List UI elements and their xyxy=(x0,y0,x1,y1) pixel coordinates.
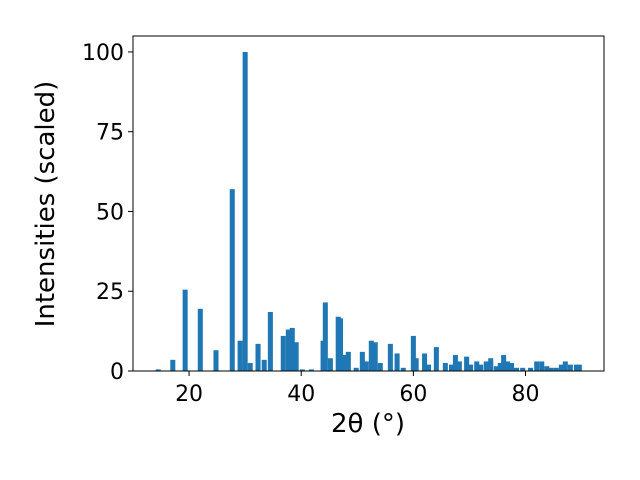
bar xyxy=(488,358,494,371)
bar xyxy=(377,363,383,371)
bar xyxy=(413,358,419,371)
bar xyxy=(456,361,462,371)
bar xyxy=(493,366,499,371)
bar xyxy=(170,359,176,371)
bar xyxy=(229,189,235,371)
bar xyxy=(368,340,374,371)
bar xyxy=(155,369,161,371)
bar xyxy=(468,364,474,371)
bar xyxy=(514,367,520,371)
bar xyxy=(433,347,439,371)
bar xyxy=(548,367,554,371)
bar xyxy=(562,361,568,371)
x-axis-label: 2θ (°) xyxy=(331,409,405,439)
bar xyxy=(267,311,273,371)
bar xyxy=(574,364,580,371)
x-tick-label: 60 xyxy=(399,382,427,407)
y-tick-label: 0 xyxy=(110,360,124,385)
y-tick-label: 50 xyxy=(96,200,124,225)
bar xyxy=(293,342,299,371)
bar xyxy=(372,342,378,371)
plot-frame xyxy=(132,35,605,372)
bar xyxy=(280,335,286,371)
bar xyxy=(544,366,550,371)
bar xyxy=(247,363,253,371)
y-tick-label: 100 xyxy=(82,41,124,66)
bar xyxy=(567,364,573,371)
bar xyxy=(182,289,188,371)
bar xyxy=(400,367,406,371)
bar xyxy=(508,363,515,371)
bar xyxy=(501,355,507,371)
bar xyxy=(448,364,455,371)
bar xyxy=(213,350,219,371)
bar xyxy=(452,355,458,371)
bar xyxy=(478,364,484,371)
bar xyxy=(553,367,559,371)
bar xyxy=(505,361,511,371)
bar xyxy=(422,353,428,371)
y-tick-label: 25 xyxy=(96,280,124,305)
bar xyxy=(242,51,248,371)
bar xyxy=(285,329,291,371)
bar xyxy=(534,361,540,371)
bar xyxy=(327,358,333,371)
x-tick-label: 20 xyxy=(175,382,203,407)
bar xyxy=(197,308,203,371)
bar xyxy=(387,343,393,371)
bar xyxy=(558,364,564,371)
bar xyxy=(237,340,243,371)
bar xyxy=(520,367,526,371)
bar xyxy=(474,361,480,371)
bar xyxy=(341,355,347,371)
bar xyxy=(425,364,432,371)
y-tick-label: 75 xyxy=(96,121,124,146)
bar xyxy=(337,318,343,371)
bar xyxy=(322,302,328,371)
bar xyxy=(528,367,534,371)
bar xyxy=(299,369,305,371)
bar xyxy=(497,363,503,371)
bar xyxy=(261,359,267,371)
bar xyxy=(359,351,365,371)
bar xyxy=(483,361,489,371)
y-axis-label: Intensities (scaled) xyxy=(31,81,61,328)
bar xyxy=(442,363,448,371)
bar xyxy=(308,369,314,371)
bar xyxy=(289,327,295,371)
bar xyxy=(464,356,470,371)
bar xyxy=(255,343,261,371)
bar xyxy=(345,351,351,371)
bar xyxy=(353,367,359,371)
x-tick-label: 40 xyxy=(287,382,315,407)
bar xyxy=(363,361,369,371)
bar xyxy=(410,335,416,371)
bar xyxy=(539,361,545,371)
x-tick-label: 80 xyxy=(512,382,540,407)
bar xyxy=(576,364,582,371)
bar xyxy=(394,353,400,371)
